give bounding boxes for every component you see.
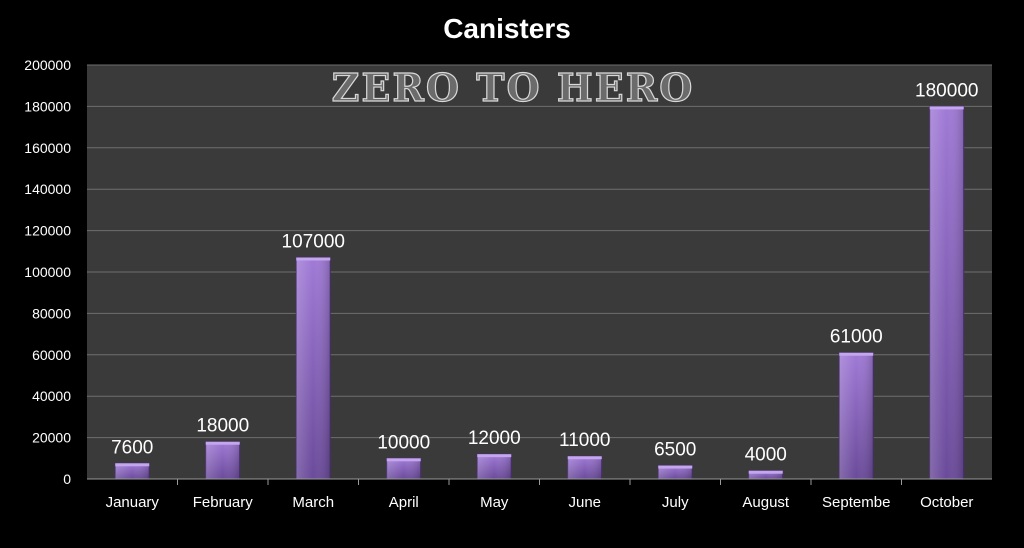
- bar: [748, 470, 784, 480]
- bar: [295, 257, 331, 480]
- bar-top: [929, 106, 964, 110]
- data-label: 4000: [745, 445, 787, 466]
- bar-top: [658, 465, 693, 469]
- y-tick-label: 100000: [24, 264, 71, 280]
- data-label: 18000: [196, 416, 249, 437]
- bar: [114, 462, 150, 480]
- data-label: 180000: [915, 80, 978, 101]
- data-label: 61000: [830, 327, 883, 348]
- bar-shade: [205, 441, 240, 479]
- x-tick-label: February: [193, 494, 254, 511]
- x-axis-ticks: January February March April May June July Augu…: [106, 479, 973, 511]
- bar-top: [386, 458, 421, 462]
- bar: [567, 455, 603, 480]
- y-tick-label: 80000: [32, 305, 71, 321]
- bar-top: [296, 257, 331, 261]
- y-tick-label: 60000: [32, 347, 71, 363]
- bar-shade: [929, 106, 964, 480]
- y-tick-label: 120000: [24, 223, 71, 239]
- bar: [205, 441, 241, 480]
- bar-top: [477, 454, 512, 458]
- watermark-text: ZERO TO HERO: [332, 65, 695, 110]
- x-tick-label: Septembe: [822, 494, 890, 511]
- bar-shade: [658, 465, 693, 479]
- chart-title: Canisters: [443, 13, 571, 44]
- bar: [657, 465, 693, 480]
- x-tick-label: October: [920, 494, 973, 511]
- y-tick-label: 0: [63, 471, 71, 487]
- bar-top: [567, 456, 602, 460]
- y-axis-ticks: 0 20000 40000 60000 80000 100000 120000 140000 1…: [24, 57, 71, 487]
- y-tick-label: 200000: [24, 57, 71, 73]
- bar: [476, 453, 512, 480]
- bars: [114, 105, 965, 480]
- bar-shade: [839, 352, 874, 479]
- bar-shade: [386, 458, 421, 479]
- bar-top: [748, 470, 783, 474]
- bar-shade: [748, 470, 783, 479]
- x-tick-label: August: [742, 494, 790, 511]
- y-tick-label: 40000: [32, 388, 71, 404]
- y-tick-label: 20000: [32, 430, 71, 446]
- bar: [386, 457, 422, 480]
- bar-shade: [477, 454, 512, 479]
- data-label: 7600: [111, 437, 153, 458]
- y-tick-label: 160000: [24, 140, 71, 156]
- x-tick-label: July: [662, 494, 689, 511]
- data-label: 10000: [377, 432, 430, 453]
- x-tick-label: April: [389, 494, 419, 511]
- bar-top: [839, 352, 874, 356]
- bar: [838, 352, 874, 480]
- data-label: 6500: [654, 440, 696, 461]
- bar-shade: [567, 456, 602, 479]
- x-tick-label: January: [106, 494, 160, 511]
- bar-top: [115, 463, 150, 467]
- data-label: 12000: [468, 428, 521, 449]
- data-label: 107000: [282, 232, 345, 253]
- gridlines: [87, 64, 992, 439]
- x-tick-label: May: [480, 494, 509, 511]
- bar: [929, 105, 965, 480]
- bar-shade: [115, 463, 150, 479]
- y-tick-label: 140000: [24, 181, 71, 197]
- x-tick-label: June: [568, 494, 601, 511]
- x-tick-label: March: [292, 494, 334, 511]
- data-labels: 7600 18000 107000 10000 12000 11000 6500 4000 61…: [111, 80, 978, 465]
- bar-top: [205, 441, 240, 445]
- data-label: 11000: [559, 430, 610, 451]
- y-tick-label: 180000: [24, 98, 71, 114]
- bar-shade: [296, 257, 331, 479]
